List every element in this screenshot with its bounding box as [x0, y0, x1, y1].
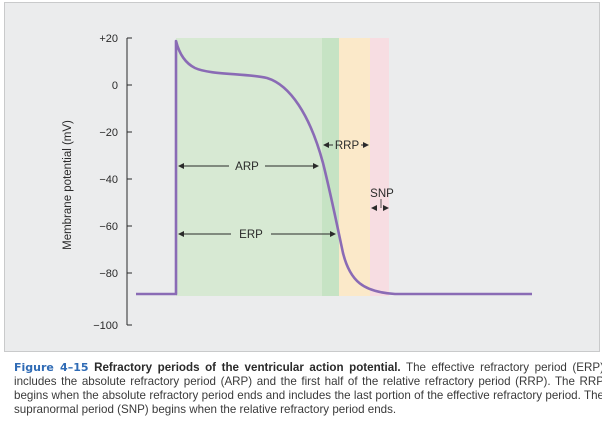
y-axis-ticks — [127, 37, 132, 326]
y-tick-label: +20 — [99, 33, 118, 45]
y-tick-label: −60 — [99, 221, 118, 233]
action-potential-curve — [136, 39, 532, 296]
y-tick-label: 0 — [112, 80, 118, 92]
snp-region — [370, 38, 389, 296]
action-potential-diagram: +20 0 −20 −40 −60 −80 −100 Membrane pote… — [62, 33, 532, 332]
figure-label: Figure 4–15 — [14, 361, 89, 374]
figure-caption: Figure 4–15 Refractory periods of the ve… — [14, 361, 602, 417]
rrp-label: RRP — [335, 140, 360, 152]
y-axis-label: Membrane potential (mV) — [62, 120, 74, 250]
figure-panel: +20 0 −20 −40 −60 −80 −100 Membrane pote… — [4, 2, 600, 352]
erp-label: ERP — [239, 229, 263, 241]
snp-label: SNP — [370, 188, 394, 200]
y-tick-label: −20 — [99, 127, 118, 139]
arp-label: ARP — [235, 161, 259, 173]
figure-title: Refractory periods of the ventricular ac… — [94, 361, 401, 374]
arp-region — [176, 38, 322, 296]
y-tick-label: −40 — [99, 174, 118, 186]
caption-text: The effective refractory period (ERP) in… — [14, 361, 602, 416]
y-tick-label: −80 — [99, 268, 118, 280]
y-tick-label: −100 — [93, 320, 118, 332]
